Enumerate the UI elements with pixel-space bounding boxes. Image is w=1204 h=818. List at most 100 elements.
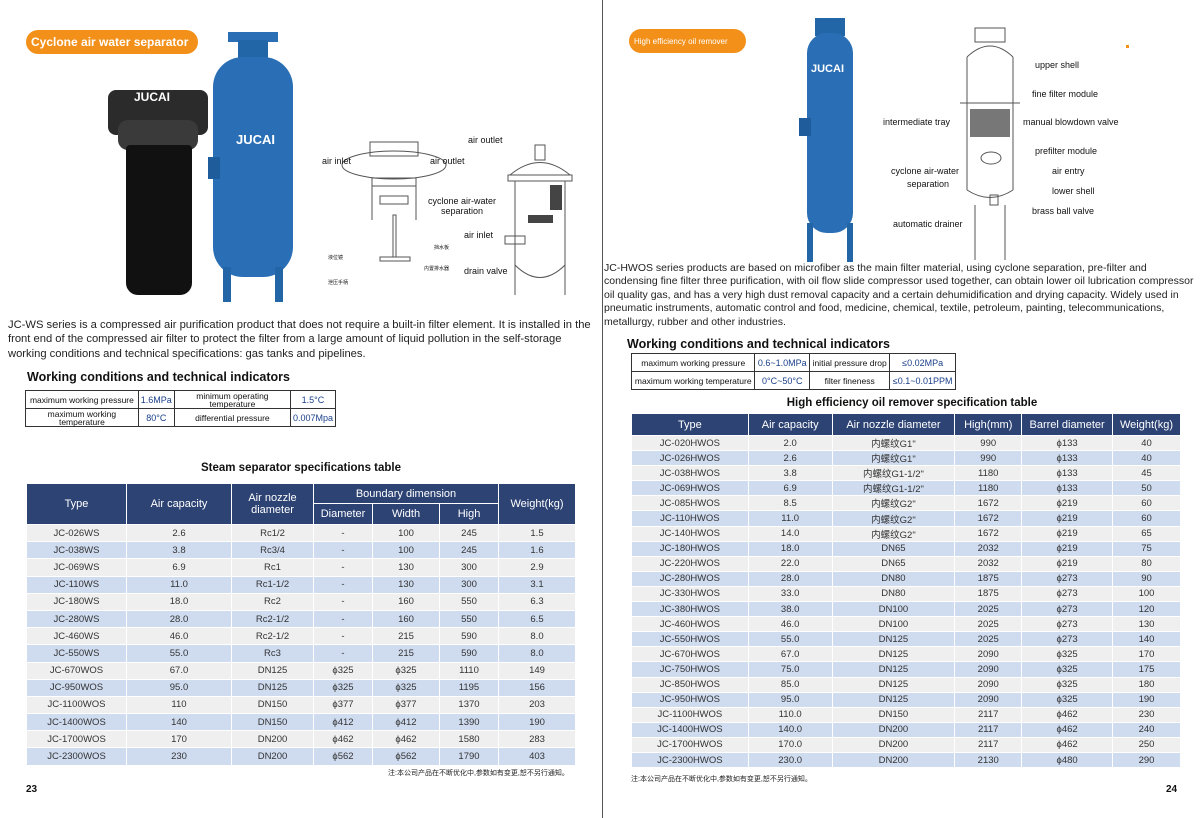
working-conditions-table: maximum working pressure 1.6MPa minimum op… <box>25 390 337 427</box>
product-image-oil-remover: JUCAI <box>795 18 865 262</box>
table-cell: 590 <box>439 627 499 646</box>
table-cell: - <box>313 627 373 646</box>
header-barrel-diameter: Barrel diameter <box>1021 413 1113 436</box>
table-row: JC-220HWOS 22.0 DN65 2032 ϕ219 80 <box>631 555 1181 572</box>
table-cell: DN200 <box>831 736 956 753</box>
header-high: High <box>439 503 499 525</box>
wc-value: 1.6MPa <box>137 390 175 409</box>
table-cell: 1790 <box>439 747 499 766</box>
table-cell: DN100 <box>831 616 956 633</box>
table-cell: 1180 <box>954 465 1023 482</box>
header-nozzle: Air nozzle diameter <box>231 483 314 525</box>
table-cell: 80 <box>1112 555 1181 572</box>
table-cell: - <box>313 644 373 663</box>
table-cell: ϕ462 <box>1021 736 1113 753</box>
table-cell: 130 <box>372 558 440 577</box>
table-cell: ϕ412 <box>372 713 440 732</box>
table-cell: 8.0 <box>498 644 576 663</box>
table-cell: 140 <box>1112 631 1181 648</box>
table-cell: DN125 <box>831 661 956 678</box>
table-cell: 2117 <box>954 706 1023 723</box>
table-cell: ϕ325 <box>372 678 440 697</box>
table-cell: Rc3/4 <box>231 541 314 560</box>
table-cell: DN80 <box>831 585 956 603</box>
wc-label: differential pressure <box>173 408 291 427</box>
table-cell: ϕ219 <box>1021 525 1113 542</box>
table-cell: 2117 <box>954 721 1023 738</box>
table-cell: JC-220HWOS <box>631 555 749 572</box>
table-cell: 95.0 <box>747 691 833 708</box>
table-row: JC-280WS 28.0 Rc2-1/2-160 550 6.5 <box>26 609 576 629</box>
table-cell: 3.8 <box>126 541 232 560</box>
table-row: JC-026HWOS 2.6 内螺纹G1" 990 ϕ133 40 <box>631 450 1181 467</box>
table-cell: DN65 <box>831 555 956 572</box>
header-diameter: Diameter <box>313 503 373 525</box>
table-cell: 75.0 <box>747 661 833 678</box>
table-cell: JC-460WS <box>26 627 127 646</box>
table-cell: 550 <box>439 609 499 629</box>
table-row: JC-1400WOS 140 DN150 ϕ412 ϕ412 1390 190 <box>26 713 576 732</box>
table-cell: - <box>313 609 373 629</box>
table-cell: 100 <box>372 541 440 560</box>
spec-table: Type Air capacity Air nozzle diameter High(… <box>631 413 1181 769</box>
table-cell: JC-1400WOS <box>26 713 127 732</box>
table-cell: 2032 <box>954 540 1023 557</box>
table-cell: JC-180HWOS <box>631 540 749 557</box>
table-cell: 1672 <box>954 495 1023 512</box>
table-cell: JC-280WS <box>26 609 127 629</box>
spec-table: Type Air capacity Air nozzle diameter Bo… <box>26 483 576 766</box>
table-cell: ϕ219 <box>1021 555 1113 572</box>
table-row: JC-850HWOS 85.0 DN125 2090 ϕ325 180 <box>631 676 1181 693</box>
wc-label: minimum operating temperature <box>173 390 291 409</box>
table-cell: ϕ462 <box>313 730 373 749</box>
table-cell: 65 <box>1112 525 1181 542</box>
working-conditions-title: Working conditions and technical indicat… <box>27 370 290 384</box>
table-cell: ϕ562 <box>372 747 440 766</box>
table-cell: ϕ325 <box>1021 646 1113 663</box>
table-cell: ϕ219 <box>1021 510 1113 527</box>
table-cell: 33.0 <box>747 585 833 603</box>
header-capacity: Air capacity <box>126 483 232 525</box>
table-cell: DN65 <box>831 540 956 557</box>
table-cell: ϕ273 <box>1021 601 1113 618</box>
table-cell: ϕ377 <box>313 695 373 715</box>
table-row: JC-069WS 6.9 Rc1-130 300 2.9 <box>26 558 576 577</box>
table-cell: 90 <box>1112 570 1181 587</box>
table-row: JC-950HWOS 95.0 DN125 2090 ϕ325 190 <box>631 691 1181 708</box>
table-cell: 300 <box>439 575 499 594</box>
table-cell: 175 <box>1112 661 1181 678</box>
table-cell: ϕ562 <box>313 747 373 766</box>
table-cell: 1875 <box>954 585 1023 603</box>
table-cell: 100 <box>1112 585 1181 603</box>
label-air-entry: air entry <box>1052 166 1085 176</box>
table-cell: DN200 <box>231 747 314 766</box>
header-weight: Weight(kg) <box>498 483 576 525</box>
table-cell: ϕ480 <box>1021 751 1113 769</box>
table-cell: JC-670HWOS <box>631 646 749 663</box>
table-cell: 120 <box>1112 601 1181 618</box>
table-row: JC-670WOS 67.0 DN125 ϕ325 ϕ325 1110 149 <box>26 661 576 680</box>
table-cell: Rc2-1/2 <box>231 609 314 629</box>
table-cell: DN80 <box>831 570 956 587</box>
label-air-outlet: air outlet <box>430 156 465 166</box>
table-cell: 2.0 <box>747 434 833 452</box>
table-cell: Rc2-1/2 <box>231 627 314 646</box>
table-cell: 50 <box>1112 480 1181 497</box>
table-cell: 11.0 <box>747 510 833 527</box>
table-cell: 67.0 <box>747 646 833 663</box>
wc-label: initial pressure drop <box>808 353 891 372</box>
table-cell: 28.0 <box>126 609 232 629</box>
table-cell: 内螺纹G2" <box>831 495 956 512</box>
table-cell: 215 <box>372 627 440 646</box>
header-boundary: Boundary dimension <box>313 483 499 504</box>
table-cell: 160 <box>372 592 440 611</box>
spec-table-title: Steam separator specifications table <box>200 462 402 474</box>
brand-logo: JUCAI <box>236 132 276 147</box>
table-cell: 95.0 <box>126 678 232 697</box>
header-air-capacity: Air capacity <box>747 413 833 436</box>
working-conditions-table: maximum working pressure 0.6~1.0MPa initia… <box>630 353 956 390</box>
table-cell: - <box>313 541 373 560</box>
table-cell: ϕ412 <box>313 713 373 732</box>
table-cell: 内螺纹G1-1/2" <box>831 465 956 482</box>
table-cell: 85.0 <box>747 676 833 693</box>
